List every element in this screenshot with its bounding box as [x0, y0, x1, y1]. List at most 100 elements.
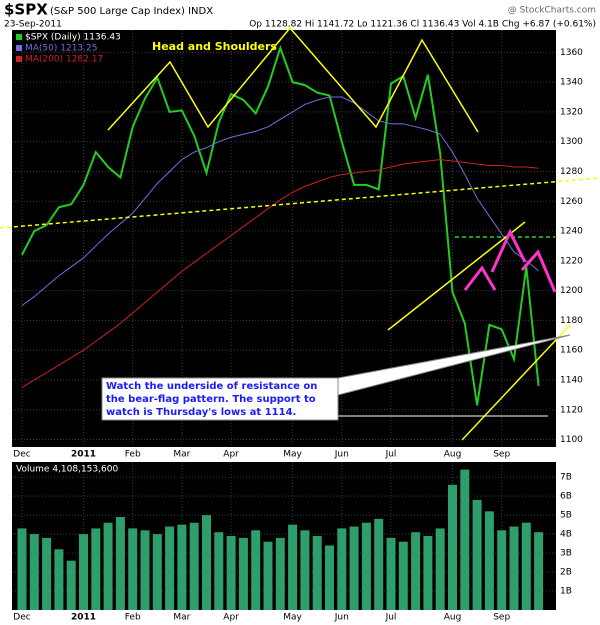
- y-tick-label: 1300: [560, 137, 583, 147]
- y-tick-label: 1100: [560, 435, 583, 445]
- legend-swatch: [16, 45, 22, 51]
- volume-bar: [128, 528, 138, 610]
- trend-line: [463, 265, 497, 291]
- y-tick-label: 7B: [560, 473, 572, 483]
- x-tick-label: Aug: [444, 450, 462, 460]
- y-tick-label: 1160: [560, 346, 583, 356]
- y-tick-label: 1360: [560, 48, 583, 58]
- x-tick-label: May: [283, 613, 302, 623]
- y-tick-label: 2B: [560, 568, 572, 578]
- source: @ StockCharts.com: [508, 6, 596, 16]
- y-tick-label: 1320: [560, 107, 583, 117]
- x-tick-label: Aug: [444, 613, 462, 623]
- series-line: [21, 44, 540, 406]
- x-tick-label: Mar: [173, 450, 190, 460]
- volume-bar: [484, 511, 494, 610]
- x-tick-label: May: [283, 450, 302, 460]
- volume-bar: [398, 541, 408, 610]
- volume-bar: [411, 532, 421, 610]
- volume-bar: [386, 537, 396, 610]
- trend-line: [490, 228, 527, 273]
- y-tick-label: 1180: [560, 316, 583, 326]
- x-tick-label: 2011: [71, 450, 96, 460]
- x-tick-label: Dec: [13, 613, 30, 623]
- x-tick-label: Dec: [13, 450, 30, 460]
- volume-bar: [448, 484, 457, 610]
- volume-bar: [17, 528, 27, 610]
- y-tick-label: 1220: [560, 256, 583, 266]
- y-tick-label: 1240: [560, 227, 583, 237]
- volume-bar: [152, 534, 162, 610]
- volume-bar: [79, 534, 88, 610]
- trend-line: [387, 221, 526, 331]
- volume-bar: [202, 515, 211, 610]
- trend-line: [520, 249, 557, 293]
- volume-bar: [275, 537, 285, 610]
- volume-bar: [238, 537, 248, 610]
- x-tick-label: Jul: [385, 450, 397, 460]
- volume-bar: [91, 528, 101, 610]
- x-tick-label: Apr: [223, 613, 239, 623]
- volume-bar: [189, 522, 199, 610]
- x-tick-label: 2011: [71, 613, 96, 623]
- series-line: [21, 96, 539, 306]
- volume-bar: [509, 526, 519, 610]
- volume-bar: [423, 536, 433, 610]
- volume-bar: [337, 528, 347, 610]
- note-box: [101, 377, 339, 421]
- volume-bar: [325, 545, 334, 610]
- legend-label: MA(50) 1213.25: [25, 44, 97, 54]
- legend-label: MA(200) 1282.17: [25, 55, 103, 65]
- x-tick-label: Feb: [125, 613, 141, 623]
- volume-bar: [177, 524, 187, 610]
- x-tick-label: Jun: [334, 450, 349, 460]
- volume-bar: [54, 549, 64, 610]
- x-tick-label: Feb: [125, 450, 141, 460]
- annotation: Head and Shoulders: [152, 40, 277, 53]
- volume-bar: [521, 522, 531, 610]
- legend-label: Volume 4,108,153,600: [16, 465, 118, 475]
- y-tick-label: 1140: [560, 375, 583, 385]
- volume-bar: [263, 541, 273, 610]
- volume-bar: [460, 469, 470, 610]
- x-tick-label: Apr: [223, 450, 239, 460]
- y-tick-label: 1200: [560, 286, 583, 296]
- volume-bar: [214, 532, 224, 610]
- symbol: $SPX: [4, 1, 48, 19]
- date: 23-Sep-2011: [4, 20, 62, 30]
- y-tick-label: 4B: [560, 530, 572, 540]
- volume-bar: [66, 560, 76, 610]
- volume-bar: [165, 526, 175, 610]
- y-tick-label: 1280: [560, 167, 583, 177]
- symbol-name: (S&P 500 Large Cap Index) INDX: [50, 6, 213, 17]
- series-line: [21, 159, 539, 388]
- volume-bar: [374, 518, 384, 610]
- y-tick-label: 3B: [560, 549, 572, 559]
- x-tick-label: Sep: [493, 450, 510, 460]
- volume-bar: [251, 530, 261, 610]
- volume-bar: [435, 528, 445, 610]
- volume-bar: [103, 522, 113, 610]
- volume-bar: [497, 530, 507, 610]
- note-text: Watch the underside of resistance on: [106, 381, 317, 392]
- note-text: watch is Thursday's lows at 1114.: [106, 407, 296, 418]
- volume-bar: [534, 532, 544, 610]
- trend-line: [461, 324, 571, 441]
- trend-line: [0, 177, 600, 229]
- x-tick-label: Jun: [334, 613, 349, 623]
- y-tick-label: 1260: [560, 197, 583, 207]
- volume-bar: [42, 537, 52, 610]
- volume-bar: [361, 522, 371, 610]
- legend-swatch: [16, 34, 22, 40]
- y-tick-label: 5B: [560, 511, 572, 521]
- volume-bar: [140, 530, 150, 610]
- x-tick-label: Sep: [493, 613, 510, 623]
- volume-bar: [29, 534, 39, 610]
- volume-bar: [288, 524, 298, 610]
- legend-swatch: [16, 56, 22, 62]
- legend-label: $SPX (Daily) 1136.43: [25, 33, 121, 43]
- volume-bar: [115, 517, 125, 610]
- x-tick-label: Jul: [385, 613, 397, 623]
- volume-bar: [226, 536, 236, 610]
